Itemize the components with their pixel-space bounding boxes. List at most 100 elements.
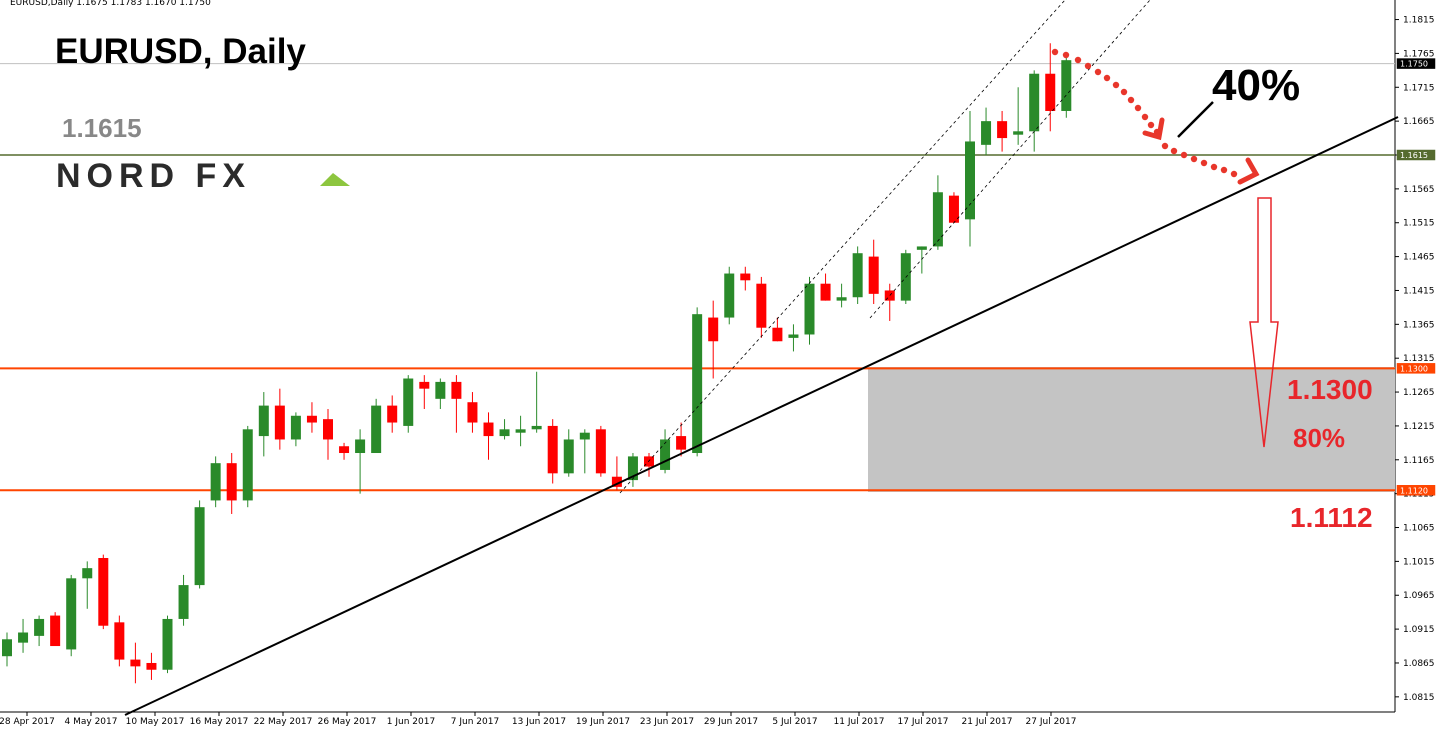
candle xyxy=(997,110,1008,152)
candle xyxy=(1045,43,1056,132)
candle xyxy=(724,266,735,325)
candle-body xyxy=(130,659,141,667)
y-tick-label: 1.1415 xyxy=(1403,286,1435,296)
candle-body xyxy=(820,283,831,301)
candle-body xyxy=(644,456,654,467)
y-tick-label: 1.1315 xyxy=(1403,354,1435,364)
candle-body xyxy=(1045,73,1056,111)
candle xyxy=(820,273,831,301)
candle-body xyxy=(676,436,687,450)
candle-body xyxy=(339,446,350,454)
x-tick-label: 21 Jul 2017 xyxy=(962,717,1013,727)
price-tag: 1.1750 xyxy=(1396,58,1436,69)
candle-body xyxy=(355,439,366,454)
y-tick-label: 1.1815 xyxy=(1403,16,1435,26)
y-tick-label: 1.1515 xyxy=(1403,219,1435,229)
candle xyxy=(515,415,526,447)
candle xyxy=(114,615,125,667)
y-tick-label: 1.1715 xyxy=(1403,83,1435,93)
price-tag-label: 1.1300 xyxy=(1400,364,1428,373)
candle xyxy=(306,402,317,433)
candle xyxy=(660,429,671,474)
candle-body xyxy=(563,439,574,474)
channel-upper-line xyxy=(619,0,1066,494)
candle-body xyxy=(916,246,927,250)
candle-body xyxy=(611,476,622,487)
candle xyxy=(981,107,992,156)
candle-body xyxy=(965,141,975,220)
candle xyxy=(451,375,462,433)
y-tick-label: 1.0965 xyxy=(1403,591,1435,601)
candle-body xyxy=(371,405,382,454)
candle xyxy=(644,453,654,477)
target-zone xyxy=(868,367,1395,492)
candle-body xyxy=(194,507,205,586)
candle xyxy=(788,324,799,352)
candle xyxy=(419,375,430,409)
candle xyxy=(210,456,221,508)
candle xyxy=(499,419,510,440)
candle-body xyxy=(162,618,173,670)
candle xyxy=(98,554,109,630)
candle-body xyxy=(756,283,767,328)
x-tick-label: 27 Jul 2017 xyxy=(1026,717,1077,727)
main-uptrend-line xyxy=(124,116,1399,716)
y-tick-label: 1.1065 xyxy=(1403,524,1435,534)
x-tick-label: 29 Jun 2017 xyxy=(704,717,758,727)
candle-body xyxy=(419,381,430,389)
candle-body xyxy=(435,381,446,399)
candle xyxy=(932,175,943,250)
candle xyxy=(948,192,959,223)
x-tick-label: 5 Jul 2017 xyxy=(772,717,817,727)
forecast-arrowheads xyxy=(1142,117,1260,185)
candle-body xyxy=(772,327,783,342)
candle xyxy=(804,276,815,345)
down-arrow-hollow xyxy=(1249,197,1279,448)
candle-body xyxy=(515,429,526,433)
y-tick-label: 1.1465 xyxy=(1403,253,1435,263)
candle xyxy=(34,615,45,647)
candle-body xyxy=(323,419,333,440)
candle xyxy=(2,632,12,667)
candle-body xyxy=(547,425,558,474)
candle-body xyxy=(226,463,237,501)
y-axis-ticks: 1.1815 1.1765 1.1715 1.1665 1.1615 1.1565 1.15… xyxy=(1395,16,1435,703)
candle xyxy=(290,412,301,447)
candle xyxy=(162,615,173,674)
candle xyxy=(547,419,558,484)
candle xyxy=(371,398,382,454)
candle xyxy=(708,300,719,379)
candle xyxy=(1013,87,1024,145)
y-tick-label: 1.1215 xyxy=(1403,422,1435,432)
candle-body xyxy=(804,283,815,335)
candle-body xyxy=(18,632,29,643)
x-tick-label: 13 Jun 2017 xyxy=(512,717,566,727)
candle xyxy=(1061,53,1072,118)
candle xyxy=(194,500,205,589)
symbol-header: EURUSD,Daily 1.1675 1.1783 1.1670 1.1750 xyxy=(10,0,211,8)
candle xyxy=(18,618,29,653)
y-tick-label: 1.1565 xyxy=(1403,185,1435,195)
candle xyxy=(884,283,895,321)
x-tick-label: 26 May 2017 xyxy=(318,717,377,727)
candle-body xyxy=(274,405,285,440)
candle xyxy=(435,378,446,409)
level-1615-label: 1.1615 xyxy=(62,113,142,143)
y-tick-label: 1.0865 xyxy=(1403,659,1435,669)
candle-body xyxy=(387,405,398,423)
candle-body xyxy=(1013,131,1024,135)
candle xyxy=(852,246,863,305)
candle-body xyxy=(258,405,269,437)
x-tick-label: 23 Jun 2017 xyxy=(640,717,694,727)
candle xyxy=(756,276,767,338)
candlesticks xyxy=(2,43,1072,684)
candle-body xyxy=(579,432,590,440)
candle xyxy=(467,392,478,433)
candle xyxy=(692,307,703,457)
candle-body xyxy=(50,615,61,647)
candle xyxy=(483,412,494,460)
candle-body xyxy=(884,290,895,301)
candle-body xyxy=(740,273,751,281)
candle-body xyxy=(932,192,943,247)
candle-body xyxy=(242,429,253,501)
